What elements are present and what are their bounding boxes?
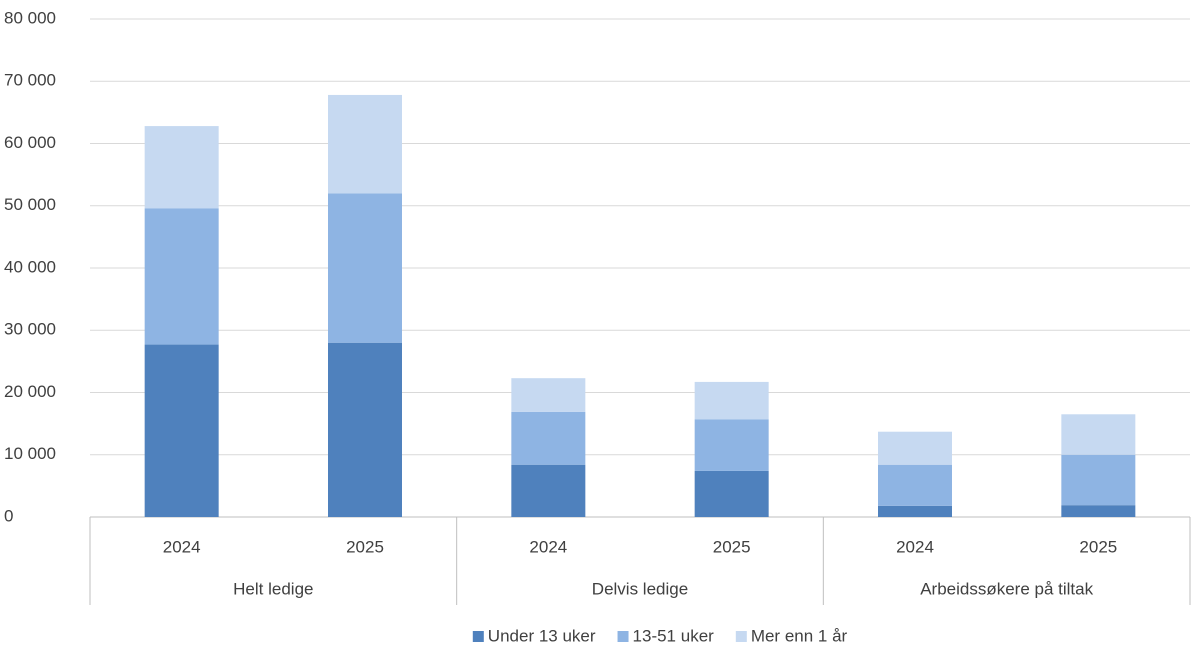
x-tick-label: 2025 — [346, 537, 384, 556]
legend-item: Mer enn 1 år — [735, 626, 848, 645]
y-tick-label: 60 000 — [4, 133, 56, 152]
bar-segment — [144, 344, 219, 517]
y-tick-label: 0 — [4, 506, 13, 525]
group-label: Arbeidssøkere på tiltak — [920, 579, 1093, 598]
y-tick-label: 70 000 — [4, 71, 56, 90]
legend-label: Under 13 uker — [488, 626, 596, 645]
y-tick-label: 10 000 — [4, 444, 56, 463]
legend-label: Mer enn 1 år — [751, 626, 848, 645]
legend-item: 13-51 uker — [617, 626, 715, 645]
legend-swatch — [617, 631, 629, 642]
group-label: Delvis ledige — [592, 579, 688, 598]
x-tick-label: 2025 — [713, 537, 751, 556]
y-tick-label: 80 000 — [4, 8, 56, 27]
y-tick-label: 20 000 — [4, 382, 56, 401]
x-tick-label: 2024 — [896, 537, 934, 556]
bar-segment — [1061, 454, 1136, 506]
legend-item: Under 13 uker — [472, 626, 596, 645]
legend-swatch — [472, 631, 484, 642]
bar-segment — [328, 193, 402, 343]
legend-label: 13-51 uker — [633, 626, 715, 645]
bar-segment — [878, 431, 952, 465]
x-tick-label: 2024 — [529, 537, 567, 556]
bar-segment — [1061, 414, 1136, 455]
legend-swatch — [735, 631, 747, 642]
bar-segment — [328, 94, 402, 194]
bar-segment — [511, 464, 586, 517]
y-tick-label: 40 000 — [4, 257, 56, 276]
x-tick-label: 2024 — [163, 537, 201, 556]
bar-segment — [144, 126, 219, 209]
y-tick-label: 50 000 — [4, 195, 56, 214]
group-label: Helt ledige — [233, 579, 313, 598]
y-tick-label: 30 000 — [4, 320, 56, 339]
bar-segment — [511, 378, 586, 412]
bar-segment — [144, 208, 219, 345]
bar-segment — [878, 505, 952, 517]
x-tick-label: 2025 — [1079, 537, 1117, 556]
bar-segment — [511, 411, 586, 465]
bar-segment — [1061, 505, 1136, 517]
bar-segment — [878, 464, 952, 506]
bar-segment — [694, 470, 769, 517]
bar-segment — [328, 342, 402, 517]
bar-segment — [694, 419, 769, 471]
bar-segment — [694, 381, 769, 420]
